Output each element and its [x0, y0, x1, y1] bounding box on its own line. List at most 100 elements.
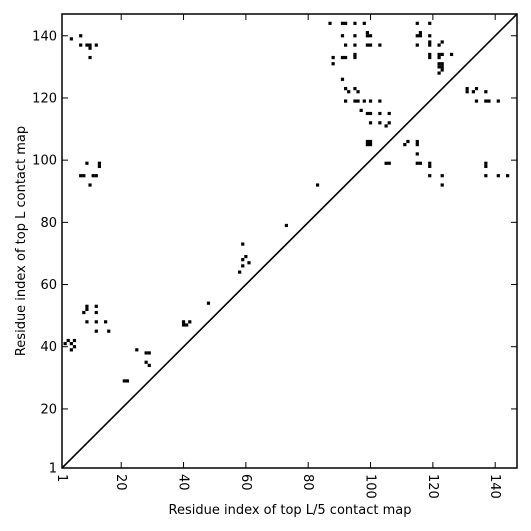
contact-point — [368, 34, 373, 38]
contact-point — [343, 99, 348, 103]
contact-point — [362, 21, 366, 25]
contact-point — [356, 99, 360, 103]
contact-point — [365, 31, 370, 35]
contact-point — [474, 99, 479, 103]
contact-point — [238, 270, 242, 274]
diagonal-line — [61, 13, 518, 469]
contact-point — [181, 320, 186, 324]
x-axis-ticks: 1 20 40 60 80 100 120 140 — [54, 14, 502, 499]
contact-point — [465, 87, 469, 91]
contact-point — [365, 34, 370, 38]
contact-point — [418, 34, 422, 38]
contact-point — [353, 52, 357, 57]
contact-point — [343, 21, 348, 25]
contact-point — [94, 43, 98, 47]
contact-point — [437, 71, 441, 75]
contact-point — [104, 320, 108, 324]
contact-point — [135, 348, 139, 352]
contact-point — [122, 379, 126, 383]
y-tick-label: 20 — [40, 402, 57, 417]
contact-point — [343, 87, 348, 91]
contact-point — [368, 139, 373, 144]
contact-point — [340, 21, 345, 25]
contact-point — [368, 99, 373, 103]
contact-point — [69, 342, 73, 346]
x-tick-label: 140 — [487, 474, 502, 499]
contact-point — [97, 161, 101, 165]
contact-point — [79, 43, 83, 47]
contact-point — [428, 21, 432, 25]
contact-point — [378, 99, 382, 103]
contact-point — [85, 43, 89, 47]
contact-point — [340, 77, 345, 81]
y-tick-label: 120 — [32, 91, 57, 106]
contact-point — [415, 43, 419, 47]
contact-point — [181, 323, 186, 327]
contact-point — [315, 183, 320, 187]
contact-point — [340, 34, 345, 38]
contact-point — [506, 174, 510, 178]
contact-point — [384, 124, 388, 128]
contact-point — [353, 99, 357, 103]
contact-point — [415, 34, 419, 38]
contact-point — [484, 90, 488, 94]
y-tick-label: 80 — [40, 216, 57, 231]
contact-point — [353, 43, 357, 47]
x-tick-label: 60 — [238, 474, 253, 491]
contact-point — [415, 139, 419, 144]
contact-point — [85, 307, 89, 312]
contact-point — [79, 34, 83, 38]
contact-point — [368, 111, 373, 116]
contact-point — [365, 143, 370, 147]
contact-point — [353, 34, 357, 38]
contact-point — [353, 55, 357, 60]
contact-point — [85, 161, 89, 165]
contact-point — [440, 65, 444, 69]
contact-point — [437, 55, 441, 60]
contact-point — [437, 62, 441, 66]
contact-point — [368, 43, 373, 47]
contact-point — [82, 310, 86, 315]
y-tick-label: 100 — [32, 154, 57, 169]
contact-point — [440, 52, 444, 57]
contact-point — [347, 90, 351, 94]
contact-point — [88, 183, 92, 187]
contact-point — [487, 99, 491, 103]
contact-point — [387, 121, 391, 125]
contact-point — [387, 161, 391, 165]
contact-point — [188, 320, 192, 324]
contact-point — [378, 121, 382, 125]
contact-point — [343, 43, 348, 47]
contact-point — [85, 304, 89, 308]
contact-point — [362, 99, 366, 103]
contact-point — [144, 351, 148, 355]
contact-point — [378, 111, 382, 116]
contact-point — [496, 174, 500, 178]
contact-point — [247, 261, 251, 265]
x-tick-label: 80 — [300, 474, 315, 491]
contact-point — [241, 242, 245, 246]
contact-point — [428, 34, 432, 38]
contact-point — [94, 329, 98, 333]
x-tick-label: 20 — [113, 474, 128, 491]
contact-point — [94, 304, 98, 308]
contact-point — [484, 161, 488, 165]
contact-point — [484, 174, 488, 178]
contact-point — [471, 90, 475, 94]
contact-point — [440, 183, 444, 187]
contact-point — [428, 52, 432, 57]
y-tick-label: 140 — [32, 29, 57, 44]
contact-point — [69, 348, 73, 352]
contact-point — [85, 320, 89, 324]
contact-point — [79, 174, 83, 178]
contact-point — [484, 164, 488, 168]
contact-point — [88, 55, 92, 60]
y-tick-label: 60 — [40, 278, 57, 293]
contact-point — [241, 258, 245, 262]
contact-point — [440, 40, 444, 44]
contact-point — [428, 164, 432, 168]
x-tick-label: 120 — [425, 474, 440, 499]
contact-point — [284, 223, 288, 228]
contact-point — [353, 87, 357, 91]
